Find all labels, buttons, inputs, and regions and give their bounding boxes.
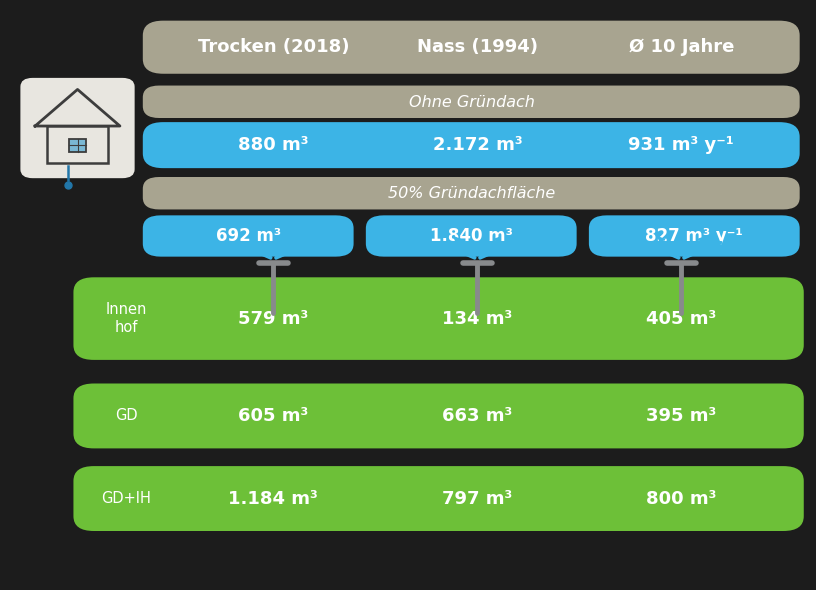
Bar [69, 139, 86, 152]
Text: GD: GD [115, 408, 138, 424]
Text: 50% Gründachfläche: 50% Gründachfläche [388, 186, 555, 201]
FancyBboxPatch shape [73, 384, 804, 448]
Text: Ohne Gründach: Ohne Gründach [409, 94, 534, 110]
Text: 1.184 m³: 1.184 m³ [228, 490, 318, 507]
Text: Ø 10 Jahre: Ø 10 Jahre [628, 38, 734, 56]
Text: Innen
hof: Innen hof [106, 303, 147, 335]
Text: Trocken (2018): Trocken (2018) [197, 38, 349, 56]
FancyBboxPatch shape [589, 215, 800, 257]
Text: 579 m³: 579 m³ [238, 310, 308, 327]
FancyBboxPatch shape [73, 466, 804, 531]
FancyBboxPatch shape [143, 122, 800, 168]
Text: 2.172 m³: 2.172 m³ [432, 136, 522, 154]
Bar [47, 126, 108, 163]
Text: 134 m³: 134 m³ [442, 310, 512, 327]
FancyBboxPatch shape [143, 86, 800, 118]
Text: 800 m³: 800 m³ [646, 490, 716, 507]
Text: 692 m³: 692 m³ [215, 227, 281, 245]
FancyBboxPatch shape [366, 215, 577, 257]
Text: 880 m³: 880 m³ [238, 136, 308, 154]
Text: 663 m³: 663 m³ [442, 407, 512, 425]
Text: 827 m³ y⁻¹: 827 m³ y⁻¹ [645, 227, 743, 245]
Text: 797 m³: 797 m³ [442, 490, 512, 507]
Text: 931 m³ y⁻¹: 931 m³ y⁻¹ [628, 136, 734, 154]
Text: 605 m³: 605 m³ [238, 407, 308, 425]
FancyBboxPatch shape [143, 21, 800, 74]
Text: 1.840 m³: 1.840 m³ [430, 227, 512, 245]
Text: 405 m³: 405 m³ [646, 310, 716, 327]
Text: Nass (1994): Nass (1994) [417, 38, 538, 56]
FancyBboxPatch shape [143, 215, 353, 257]
Text: 395 m³: 395 m³ [646, 407, 716, 425]
FancyBboxPatch shape [143, 177, 800, 209]
FancyBboxPatch shape [73, 277, 804, 360]
FancyBboxPatch shape [20, 78, 135, 178]
Text: GD+IH: GD+IH [101, 491, 152, 506]
